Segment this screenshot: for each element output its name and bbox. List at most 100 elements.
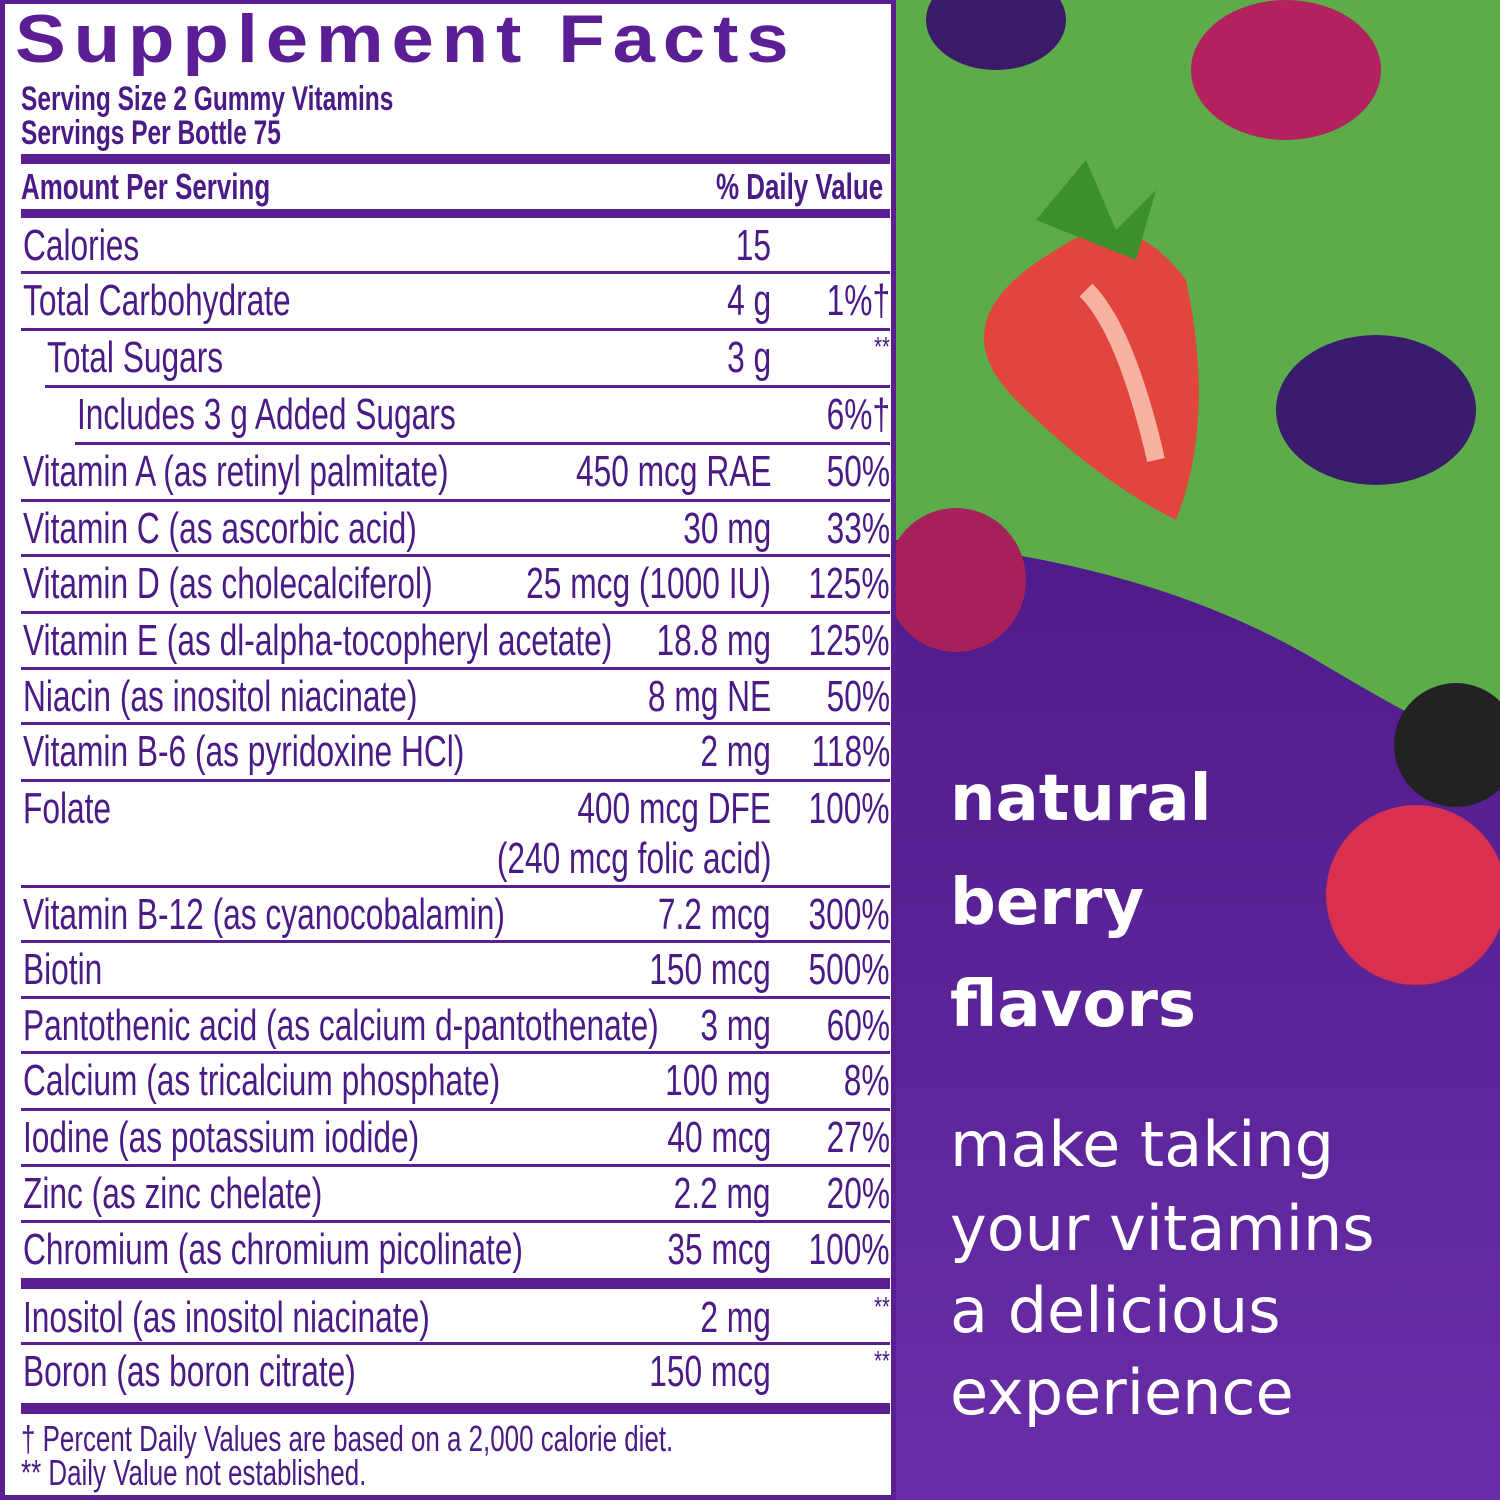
nutrient-row: Calcium (as tricalcium phosphate) 100 mg 8… xyxy=(21,1054,890,1111)
tagline-line: a delicious xyxy=(950,1274,1281,1347)
tagline-line: experience xyxy=(950,1356,1294,1429)
nutrient-daily-value: 100% xyxy=(808,1225,890,1274)
nutrient-daily-value: 1%† xyxy=(826,276,890,325)
nutrient-name: Chromium (as chromium picolinate) xyxy=(23,1225,523,1274)
tagline-line: make taking xyxy=(950,1108,1335,1181)
nutrient-name: Vitamin D (as cholecalciferol) xyxy=(23,559,433,608)
raspberry-icon xyxy=(1326,805,1500,985)
nutrient-name: Vitamin B-12 (as cyanocobalamin) xyxy=(23,890,505,939)
nutrient-daily-value: 500% xyxy=(808,945,890,994)
nutrient-row: Vitamin A (as retinyl palmitate) 450 mcg … xyxy=(21,445,890,502)
nutrient-daily-value: 60% xyxy=(826,1001,890,1050)
nutrient-daily-value: 27% xyxy=(826,1113,890,1162)
gummy-pink xyxy=(896,508,1026,652)
nutrient-row: Vitamin D (as cholecalciferol) 25 mcg (10… xyxy=(21,557,890,614)
nutrient-row: Iodine (as potassium iodide) 40 mcg 27% xyxy=(21,1111,890,1167)
nutrient-amount: 25 mcg (1000 IU) xyxy=(526,559,771,608)
nutrient-name: Niacin (as inositol niacinate) xyxy=(23,672,418,721)
nutrient-name: Calcium (as tricalcium phosphate) xyxy=(23,1056,501,1105)
nutrient-row: Zinc (as zinc chelate) 2.2 mg 20% xyxy=(21,1167,890,1223)
nutrient-amount: 8 mg NE xyxy=(647,672,771,721)
nutrient-amount: 150 mcg xyxy=(649,945,771,994)
nutrient-row: Inositol (as inositol niacinate) 2 mg ** xyxy=(21,1291,890,1345)
nutrient-daily-value: 50% xyxy=(826,447,890,496)
nutrient-amount: 400 mcg DFE xyxy=(577,784,771,833)
nutrient-daily-value: 300% xyxy=(808,890,890,939)
nutrient-amount: 2 mg xyxy=(700,1293,771,1342)
headline-line: flavors xyxy=(950,968,1196,1042)
berry-illustration xyxy=(896,0,1500,1500)
footnote-dagger: † Percent Daily Values are based on a 2,… xyxy=(21,1418,674,1459)
nutrient-amount: 2.2 mg xyxy=(674,1169,771,1218)
nutrient-row: Includes 3 g Added Sugars 6%† xyxy=(75,388,890,445)
nutrient-name: Vitamin A (as retinyl palmitate) xyxy=(23,447,449,496)
divider xyxy=(21,1403,890,1414)
nutrient-amount-detail: (240 mcg folic acid) xyxy=(496,834,771,883)
nutrient-daily-value: 125% xyxy=(808,559,890,608)
nutrient-name: Boron (as boron citrate) xyxy=(23,1347,356,1396)
nutrient-row: Niacin (as inositol niacinate) 8 mg NE 50% xyxy=(21,670,890,725)
nutrient-daily-value: 100% xyxy=(808,784,890,833)
nutrient-amount: 15 xyxy=(735,221,771,270)
nutrient-amount: 18.8 mg xyxy=(656,616,771,665)
label-title: Supplement Facts xyxy=(15,1,797,77)
nutrient-amount: 2 mg xyxy=(700,727,771,776)
headline-line: natural xyxy=(950,762,1212,836)
servings-per-container: Servings Per Bottle 75 xyxy=(21,114,281,152)
divider xyxy=(21,1278,890,1289)
nutrient-name: Includes 3 g Added Sugars xyxy=(77,390,456,439)
nutrient-row: Vitamin B-6 (as pyridoxine HCl) 2 mg 118% xyxy=(21,725,890,782)
amount-header: Amount Per Serving xyxy=(21,166,271,207)
nutrient-amount: 450 mcg RAE xyxy=(575,447,771,496)
purple-wave xyxy=(896,540,1500,1500)
nutrient-name: Inositol (as inositol niacinate) xyxy=(23,1293,430,1342)
nutrient-amount: 7.2 mcg xyxy=(658,890,771,939)
nutrient-name: Pantothenic acid (as calcium d-pantothen… xyxy=(23,1001,659,1050)
footnote-asterisks: ** Daily Value not established. xyxy=(21,1452,367,1493)
nutrient-amount: 4 g xyxy=(726,276,771,325)
nutrient-daily-value: 50% xyxy=(826,672,890,721)
nutrient-amount: 150 mcg xyxy=(649,1347,771,1396)
nutrient-daily-value: ** xyxy=(874,331,890,362)
gummy-purple xyxy=(926,0,1066,70)
nutrient-daily-value: 8% xyxy=(844,1056,890,1105)
nutrient-row: Biotin 150 mcg 500% xyxy=(21,943,890,999)
nutrient-row: Total Carbohydrate 4 g 1%† xyxy=(21,274,890,331)
headline-line: berry xyxy=(950,866,1145,940)
nutrient-name: Vitamin E (as dl-alpha-tocopheryl acetat… xyxy=(23,616,613,665)
nutrient-name: Calories xyxy=(23,221,140,270)
nutrient-daily-value: 33% xyxy=(826,504,890,553)
nutrient-amount: 30 mg xyxy=(682,504,771,553)
nutrient-daily-value: 6%† xyxy=(826,390,890,439)
nutrient-amount: 3 g xyxy=(726,333,771,382)
nutrient-name: Vitamin C (as ascorbic acid) xyxy=(23,504,417,553)
gummy-pink xyxy=(1191,0,1381,140)
gummy-purple xyxy=(1276,335,1476,485)
divider xyxy=(21,209,890,218)
nutrient-amount: 100 mg xyxy=(665,1056,771,1105)
dv-header: % Daily Value xyxy=(715,166,883,207)
nutrient-row: Total Sugars 3 g ** xyxy=(45,331,890,388)
tagline-line: your vitamins xyxy=(950,1192,1375,1265)
nutrient-daily-value: ** xyxy=(874,1291,890,1322)
nutrient-row: Folate 400 mcg DFE (240 mcg folic acid) 100… xyxy=(21,782,890,888)
nutrient-name: Vitamin B-6 (as pyridoxine HCl) xyxy=(23,727,465,776)
nutrient-daily-value: 125% xyxy=(808,616,890,665)
nutrient-row: Vitamin B-12 (as cyanocobalamin) 7.2 mcg 3… xyxy=(21,888,890,943)
nutrient-amount: 40 mcg xyxy=(667,1113,771,1162)
nutrient-name: Total Sugars xyxy=(47,333,224,382)
nutrient-name: Iodine (as potassium iodide) xyxy=(23,1113,420,1162)
nutrient-row: Pantothenic acid (as calcium d-pantothen… xyxy=(21,999,890,1054)
nutrient-name: Zinc (as zinc chelate) xyxy=(23,1169,323,1218)
nutrient-amount: 35 mcg xyxy=(667,1225,771,1274)
nutrient-row: Chromium (as chromium picolinate) 35 mcg 1… xyxy=(21,1223,890,1280)
serving-size: Serving Size 2 Gummy Vitamins xyxy=(21,80,394,118)
supplement-facts-panel: Supplement Facts Serving Size 2 Gummy Vi… xyxy=(0,0,896,1500)
nutrient-name: Folate xyxy=(23,784,112,833)
nutrient-row: Boron (as boron citrate) 150 mcg ** xyxy=(21,1345,890,1403)
blackberry-icon xyxy=(1394,683,1500,807)
divider xyxy=(21,154,890,164)
nutrient-amount: 3 mg xyxy=(700,1001,771,1050)
nutrient-row: Calories 15 xyxy=(21,219,890,274)
nutrient-daily-value: 20% xyxy=(826,1169,890,1218)
